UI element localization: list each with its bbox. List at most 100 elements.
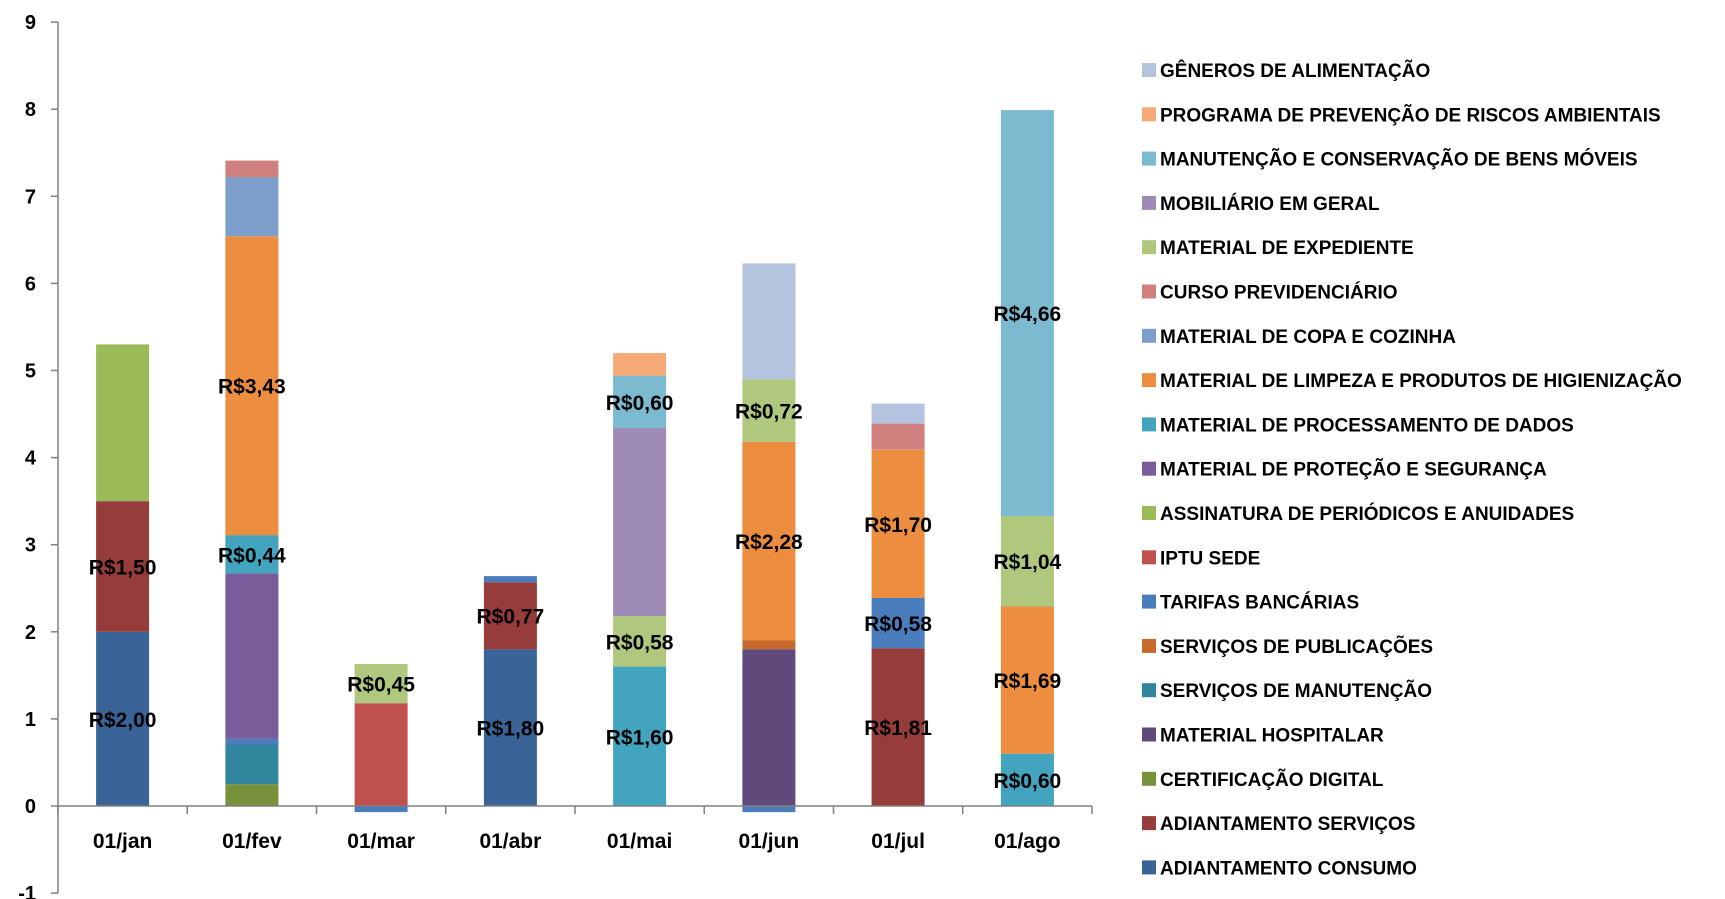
legend-label: MATERIAL DE PROTEÇÃO E SEGURANÇA xyxy=(1160,459,1547,481)
bar-segment xyxy=(871,449,925,598)
bar-segment xyxy=(96,344,150,502)
legend-label: IPTU SEDE xyxy=(1160,548,1260,569)
legend-swatch xyxy=(1142,63,1156,77)
bar-segment xyxy=(613,375,667,428)
data-label: R$0,60 xyxy=(606,392,674,415)
legend-label: MATERIAL HOSPITALAR xyxy=(1160,726,1384,747)
data-label: R$1,70 xyxy=(864,514,932,537)
bar-segment xyxy=(354,806,408,813)
legend-swatch xyxy=(1142,683,1156,698)
x-tick-label: 01/abr xyxy=(479,830,541,853)
y-tick-label: 5 xyxy=(25,361,36,383)
legend-label: PROGRAMA DE PREVENÇÃO DE RISCOS AMBIENTA… xyxy=(1160,104,1661,126)
bar-segment xyxy=(96,631,150,806)
data-label: R$4,66 xyxy=(994,303,1062,326)
y-tick-label: 3 xyxy=(25,535,36,557)
legend-label: MOBILIÁRIO EM GERAL xyxy=(1160,193,1380,215)
legend-swatch xyxy=(1142,461,1156,476)
legend: GÊNEROS DE ALIMENTAÇÃO PROGRAMA DE PREVEN… xyxy=(1142,60,1682,879)
bar-segment xyxy=(871,403,925,424)
legend-swatch xyxy=(1142,107,1156,122)
legend-swatch xyxy=(1142,417,1156,432)
bar-segment xyxy=(225,784,279,806)
data-label: R$1,04 xyxy=(994,551,1062,574)
bar-segment xyxy=(742,806,796,813)
bar-segment xyxy=(1000,753,1054,806)
data-label: R$0,44 xyxy=(218,544,286,567)
data-label: R$3,43 xyxy=(218,376,286,399)
data-label: R$0,77 xyxy=(477,606,545,629)
bar-segment xyxy=(871,597,925,649)
bar-segment xyxy=(225,573,279,739)
x-tick-label: 01/fev xyxy=(222,830,282,853)
data-label: R$0,60 xyxy=(994,770,1062,793)
legend-label: ASSINATURA DE PERIÓDICOS E ANUIDADES xyxy=(1160,503,1574,525)
bar-segment xyxy=(225,160,279,178)
bar-segment xyxy=(871,648,925,806)
data-label: R$1,69 xyxy=(994,670,1062,693)
bar-segment xyxy=(742,441,796,641)
legend-label: CURSO PREVIDENCIÁRIO xyxy=(1160,282,1398,304)
bar-segment xyxy=(225,177,279,237)
legend-label: MATERIAL DE LIMPEZA E PRODUTOS DE HIGIEN… xyxy=(1160,370,1682,392)
legend-swatch xyxy=(1142,550,1156,565)
legend-swatch xyxy=(1142,506,1156,520)
y-tick-label: 6 xyxy=(25,273,36,295)
legend-swatch xyxy=(1142,727,1156,742)
legend-label: MANUTENÇÃO E CONSERVAÇÃO DE BENS MÓVEIS xyxy=(1160,149,1638,171)
legend-swatch xyxy=(1142,860,1156,875)
data-label: R$1,50 xyxy=(89,556,157,579)
axes-layer: -1 0 1 2 3 4 5 6 7 8 9 01/jan 01/fev 01/mar 01/abr 01/m… xyxy=(18,12,1093,899)
bar-segment xyxy=(742,263,796,380)
x-tick-label: 01/jul xyxy=(871,830,925,853)
data-label: R$0,72 xyxy=(735,401,803,424)
y-tick-label: -1 xyxy=(18,883,36,899)
bar-segment xyxy=(354,664,408,704)
legend-swatch xyxy=(1142,195,1156,210)
data-label: R$0,58 xyxy=(606,631,674,654)
x-tick-label: 01/ago xyxy=(994,830,1061,853)
x-tick-label: 01/jan xyxy=(93,830,153,853)
legend-label: SERVIÇOS DE PUBLICAÇÕES xyxy=(1160,636,1433,658)
bars-layer xyxy=(96,110,1054,813)
legend-swatch xyxy=(1142,240,1156,255)
legend-swatch xyxy=(1142,151,1156,166)
bar-segment xyxy=(1000,606,1054,754)
y-tick-label: 9 xyxy=(25,12,36,34)
data-label: R$0,58 xyxy=(864,613,932,636)
bar-segment xyxy=(613,666,667,806)
legend-label: ADIANTAMENTO SERVIÇOS xyxy=(1160,814,1415,835)
legend-label: ADIANTAMENTO CONSUMO xyxy=(1160,858,1417,879)
bar-segment xyxy=(96,501,150,632)
legend-swatch xyxy=(1142,771,1156,786)
x-tick-label: 01/jun xyxy=(739,830,800,853)
bar-segment xyxy=(1000,110,1054,516)
bar-segment xyxy=(483,576,537,583)
y-tick-label: 0 xyxy=(25,796,36,818)
legend-label: TARIFAS BANCÁRIAS xyxy=(1160,592,1359,614)
y-tick-label: 7 xyxy=(25,186,36,208)
data-label: R$1,80 xyxy=(477,718,545,741)
data-label: R$0,45 xyxy=(347,674,415,697)
bar-segment xyxy=(483,582,537,650)
bar-segment xyxy=(483,649,537,806)
legend-label: MATERIAL DE COPA E COZINHA xyxy=(1160,327,1456,348)
bar-segment xyxy=(1000,516,1054,607)
bar-segment xyxy=(225,535,279,574)
data-labels-layer: R$2,00 R$1,80 R$1,50 R$0,77 R$1,81 R$0,58 R$0,… xyxy=(89,303,1062,793)
bar-segment xyxy=(225,738,279,745)
legend-label: SERVIÇOS DE MANUTENÇÃO xyxy=(1160,680,1432,702)
legend-label: CERTIFICAÇÃO DIGITAL xyxy=(1160,769,1384,791)
legend-swatch xyxy=(1142,594,1156,609)
bar-segment xyxy=(613,428,667,617)
data-label: R$1,60 xyxy=(606,726,674,749)
legend-swatch xyxy=(1142,284,1156,299)
legend-swatch xyxy=(1142,328,1156,343)
data-label: R$2,00 xyxy=(89,709,157,732)
bar-segment xyxy=(354,703,408,806)
bar-segment xyxy=(225,236,279,536)
data-label: R$2,28 xyxy=(735,531,803,554)
bar-segment xyxy=(225,745,279,785)
bar-segment xyxy=(742,649,796,806)
